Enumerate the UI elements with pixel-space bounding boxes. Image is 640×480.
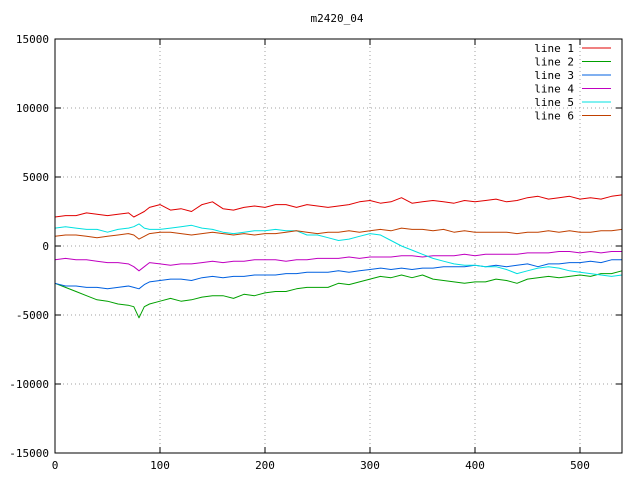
x-tick-label: 0 — [52, 459, 59, 472]
y-tick-label: -10000 — [9, 378, 49, 391]
series-line-6 — [54, 227, 623, 240]
legend-label-6: line 6 — [534, 110, 574, 123]
y-tick-label: 5000 — [23, 171, 50, 184]
series-line-2 — [54, 270, 623, 319]
x-tick-label: 100 — [150, 459, 170, 472]
series-line-3 — [54, 259, 622, 290]
y-tick-label: -5000 — [16, 309, 49, 322]
grid-lines — [55, 39, 622, 453]
x-tick-label: 300 — [360, 459, 380, 472]
legend-label-5: line 5 — [534, 96, 574, 109]
y-tick-label: 0 — [42, 240, 49, 253]
y-tick-label: -15000 — [9, 447, 49, 460]
legend-label-2: line 2 — [534, 56, 574, 69]
series-lines — [54, 194, 623, 319]
series-line-4 — [54, 251, 622, 272]
chart-title: m2420_04 — [311, 12, 364, 25]
x-tick-label: 200 — [255, 459, 275, 472]
x-tick-label: 500 — [570, 459, 590, 472]
axis-ticks: 0 100 200 300 400 500 -15000 -10000 -5000 0 5000 10… — [9, 33, 622, 472]
series-line-5 — [54, 223, 623, 277]
x-tick-label: 400 — [465, 459, 485, 472]
legend-label-3: line 3 — [534, 69, 574, 82]
legend-label-1: line 1 — [534, 42, 574, 55]
y-tick-label: 10000 — [16, 102, 49, 115]
y-tick-label: 15000 — [16, 33, 49, 46]
series-line-1 — [54, 194, 623, 218]
legend-label-4: line 4 — [534, 83, 574, 96]
